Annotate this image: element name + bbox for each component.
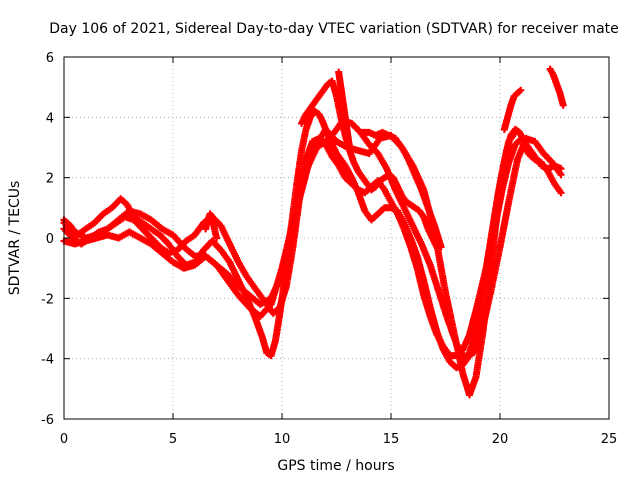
y-tick-label: -6 [41, 413, 54, 428]
marker-path [500, 86, 525, 133]
series-track-8 [500, 86, 525, 133]
x-axis-label: GPS time / hours [277, 458, 394, 474]
marker-path [335, 68, 354, 151]
y-tick-label: 4 [46, 111, 54, 126]
chart-title: Day 106 of 2021, Sidereal Day-to-day VTE… [49, 21, 619, 37]
y-tick-label: -4 [41, 353, 54, 368]
y-axis-label: SDTVAR / TECUs [7, 181, 23, 296]
x-tick-label: 25 [601, 432, 618, 447]
marker-path [298, 77, 441, 251]
marker-path [202, 210, 221, 242]
x-tick-label: 10 [274, 432, 291, 447]
x-tick-label: 15 [383, 432, 400, 447]
axis-ticks: 0 5 10 15 20 25 -6 -4 -2 0 2 4 6 [41, 51, 617, 447]
series-track-5 [298, 77, 441, 251]
series-track-6 [335, 68, 354, 151]
y-tick-label: 2 [46, 172, 54, 187]
series-track-7 [359, 128, 445, 251]
series-track-9 [546, 65, 567, 109]
x-tick-label: 5 [169, 432, 177, 447]
series-track-10 [202, 210, 221, 242]
y-tick-label: 0 [46, 232, 54, 247]
marker-path [546, 65, 567, 109]
marker-path [359, 128, 445, 251]
x-tick-label: 20 [492, 432, 509, 447]
y-tick-label: -2 [41, 292, 54, 307]
marker-path [60, 134, 565, 360]
data-points [60, 65, 567, 399]
y-tick-label: 6 [46, 51, 54, 66]
x-tick-label: 0 [60, 432, 68, 447]
series-track-2 [60, 134, 565, 360]
